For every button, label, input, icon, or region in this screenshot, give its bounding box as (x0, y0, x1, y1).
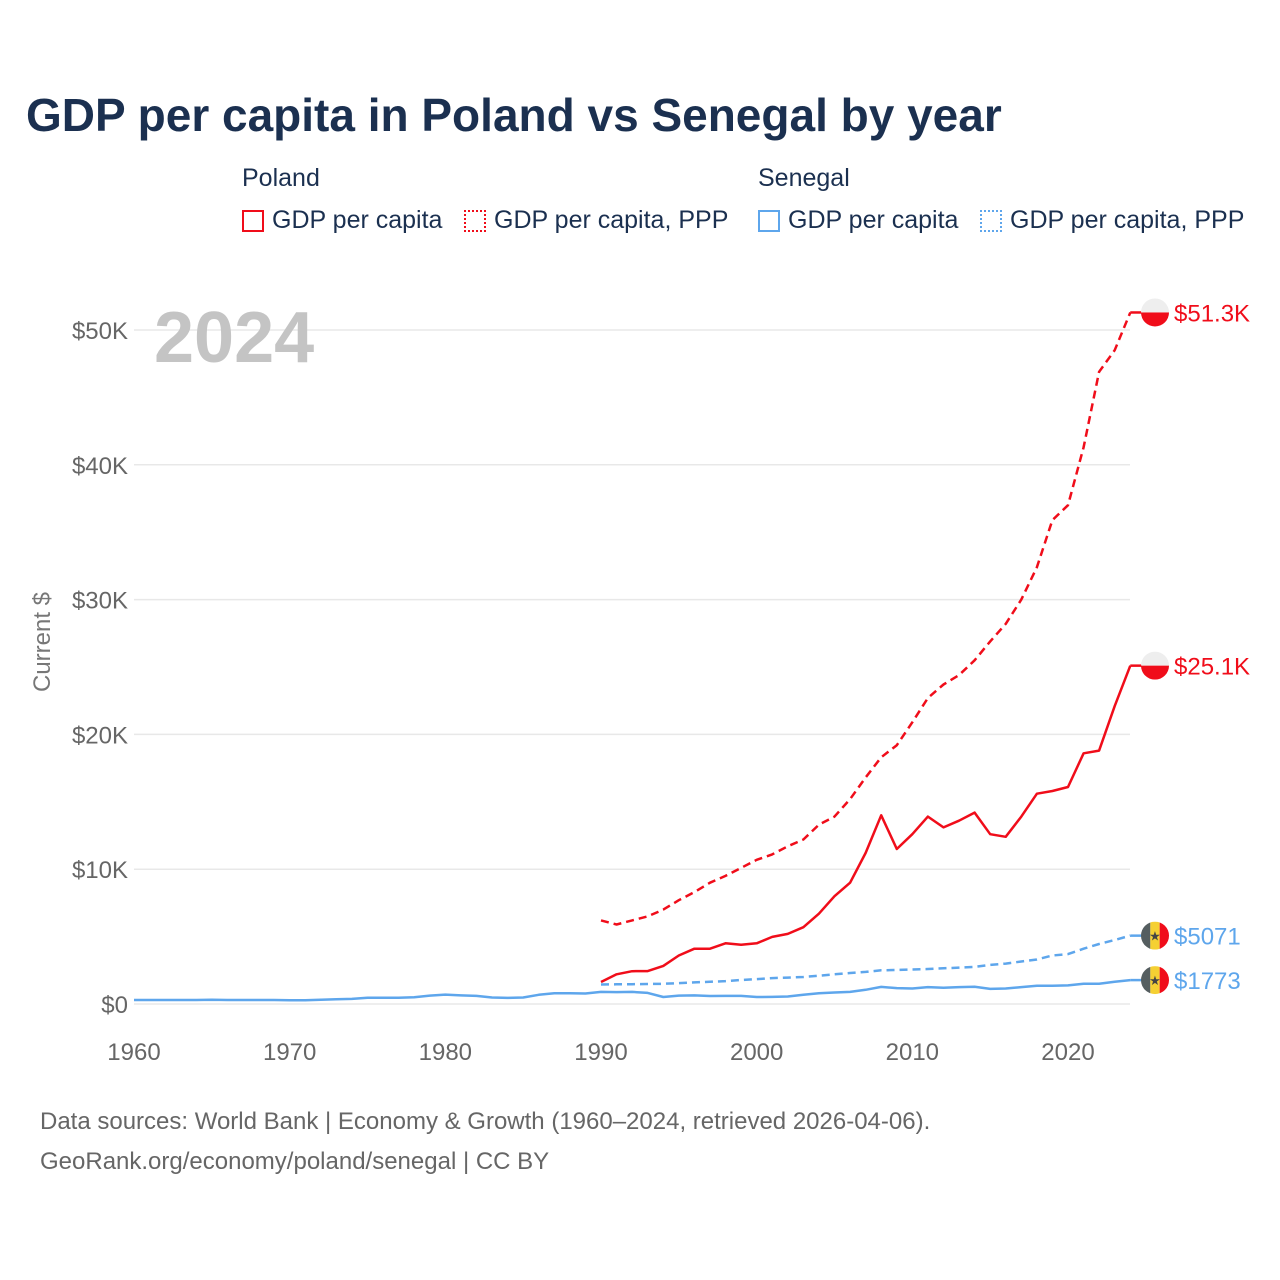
series-line-2 (134, 978, 1131, 1002)
series-line-0 (600, 665, 1132, 984)
svg-text:★: ★ (1149, 929, 1161, 944)
legend-swatch-dotted (464, 209, 486, 232)
x-tick-label: 1990 (574, 1039, 627, 1066)
senegal-flag-icon: ★ (1141, 921, 1169, 950)
poland-flag-icon (1141, 298, 1169, 327)
svg-text:★: ★ (1149, 973, 1161, 988)
y-tick-label: $40K (72, 453, 128, 480)
legend-group-poland: Poland (242, 164, 320, 192)
legend-label: GDP per capita, PPP (1010, 206, 1245, 234)
series-line-3 (600, 934, 1131, 986)
chart-title: GDP per capita in Poland vs Senegal by y… (26, 89, 1002, 141)
poland-flag-icon (1141, 651, 1169, 680)
end-value-label: $1773 (1174, 968, 1241, 995)
legend-senegal-ppp[interactable]: GDP per capita, PPP (980, 206, 1244, 235)
legend-label: GDP per capita (272, 206, 443, 234)
legend-poland-gdp[interactable]: GDP per capita (242, 206, 442, 235)
y-tick-label: $20K (72, 722, 128, 749)
legend-senegal-gdp[interactable]: GDP per capita (758, 206, 958, 235)
y-tick-label: $50K (72, 318, 128, 345)
legend-swatch-solid (242, 209, 264, 232)
legend-label: GDP per capita (788, 206, 959, 234)
legend-group-senegal: Senegal (758, 164, 850, 192)
y-tick-label: $10K (72, 857, 128, 884)
x-tick-label: 2010 (886, 1039, 939, 1066)
x-tick-label: 1970 (263, 1039, 316, 1066)
footer-credit: GeoRank.org/economy/poland/senegal | CC … (40, 1148, 550, 1175)
year-watermark: 2024 (154, 298, 314, 378)
legend-poland-ppp[interactable]: GDP per capita, PPP (464, 206, 728, 235)
legend-label: GDP per capita, PPP (494, 206, 729, 234)
y-tick-label: $0 (101, 992, 128, 1019)
x-tick-label: 1980 (419, 1039, 472, 1066)
end-value-label: $51.3K (1174, 300, 1250, 327)
x-tick-label: 2000 (730, 1039, 783, 1066)
y-tick-label: $30K (72, 588, 128, 615)
senegal-flag-icon: ★ (1141, 966, 1169, 995)
x-tick-label: 1960 (107, 1039, 160, 1066)
legend-swatch-dotted (980, 209, 1002, 232)
y-axis-label: Current $ (29, 592, 56, 692)
x-tick-label: 2020 (1041, 1039, 1094, 1066)
end-value-label: $25.1K (1174, 654, 1250, 681)
legend-swatch-solid (758, 209, 780, 232)
series-line-1 (600, 312, 1132, 926)
footer-sources: Data sources: World Bank | Economy & Gro… (40, 1108, 931, 1135)
end-value-label: $5071 (1174, 924, 1241, 951)
